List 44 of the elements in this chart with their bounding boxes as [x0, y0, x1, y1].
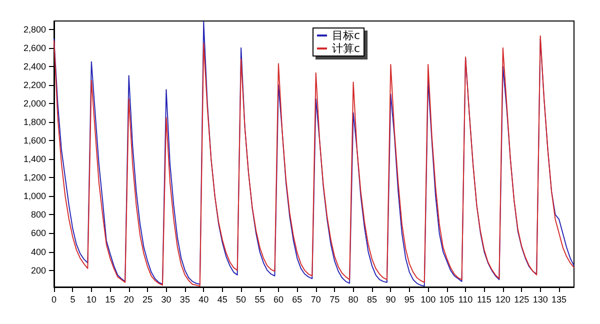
x-tick-label: 65	[292, 294, 302, 304]
y-tick-label: 2,600	[23, 42, 46, 53]
x-tick-label: 85	[366, 294, 377, 304]
x-tick-label: 60	[273, 294, 284, 304]
x-tick-label: 110	[458, 294, 473, 304]
x-tick-label: 95	[404, 294, 414, 304]
x-tick-label: 130	[532, 294, 548, 304]
x-tick-label: 35	[180, 294, 190, 304]
x-tick-label: 80	[348, 294, 358, 304]
x-tick-label: 70	[310, 294, 321, 304]
y-tick-label: 1,400	[23, 154, 46, 164]
x-tick-label: 135	[552, 294, 567, 304]
x-tick-label: 40	[198, 294, 209, 304]
x-tick-label: 10	[86, 294, 96, 304]
x-tick-label: 75	[330, 294, 340, 304]
x-tick-label: 20	[124, 294, 134, 304]
y-tick-label: 2,400	[23, 61, 46, 72]
x-tick-label: 125	[514, 294, 530, 304]
x-tick-label: 120	[495, 294, 510, 304]
x-tick-label: 45	[217, 294, 228, 304]
x-tick-label: 30	[161, 294, 172, 304]
y-tick-label: 1,800	[23, 117, 46, 128]
legend-label: 计算c	[332, 42, 360, 55]
y-tick-label: 2,200	[23, 80, 46, 90]
x-tick-label: 115	[477, 294, 492, 304]
legend-label: 目标c	[332, 29, 360, 42]
x-tick-label: 90	[386, 294, 396, 304]
x-tick-label: 55	[254, 294, 265, 304]
y-tick-label: 200	[30, 265, 46, 276]
y-tick-label: 2,000	[23, 98, 46, 108]
x-tick-label: 0	[51, 294, 57, 304]
y-tick-label: 1,600	[23, 136, 46, 146]
x-tick-label: 25	[142, 294, 153, 304]
y-tick-label: 2,800	[23, 24, 46, 34]
y-tick-label: 1,200	[23, 172, 46, 183]
x-tick-label: 100	[420, 294, 436, 304]
y-tick-label: 800	[30, 210, 46, 220]
y-tick-label: 1,000	[23, 191, 46, 202]
x-tick-label: 50	[236, 294, 246, 304]
x-tick-label: 105	[439, 294, 454, 304]
x-tick-label: 5	[70, 294, 76, 304]
y-tick-label: 400	[30, 246, 46, 257]
y-tick-label: 600	[30, 228, 46, 238]
x-tick-label: 15	[105, 294, 116, 304]
